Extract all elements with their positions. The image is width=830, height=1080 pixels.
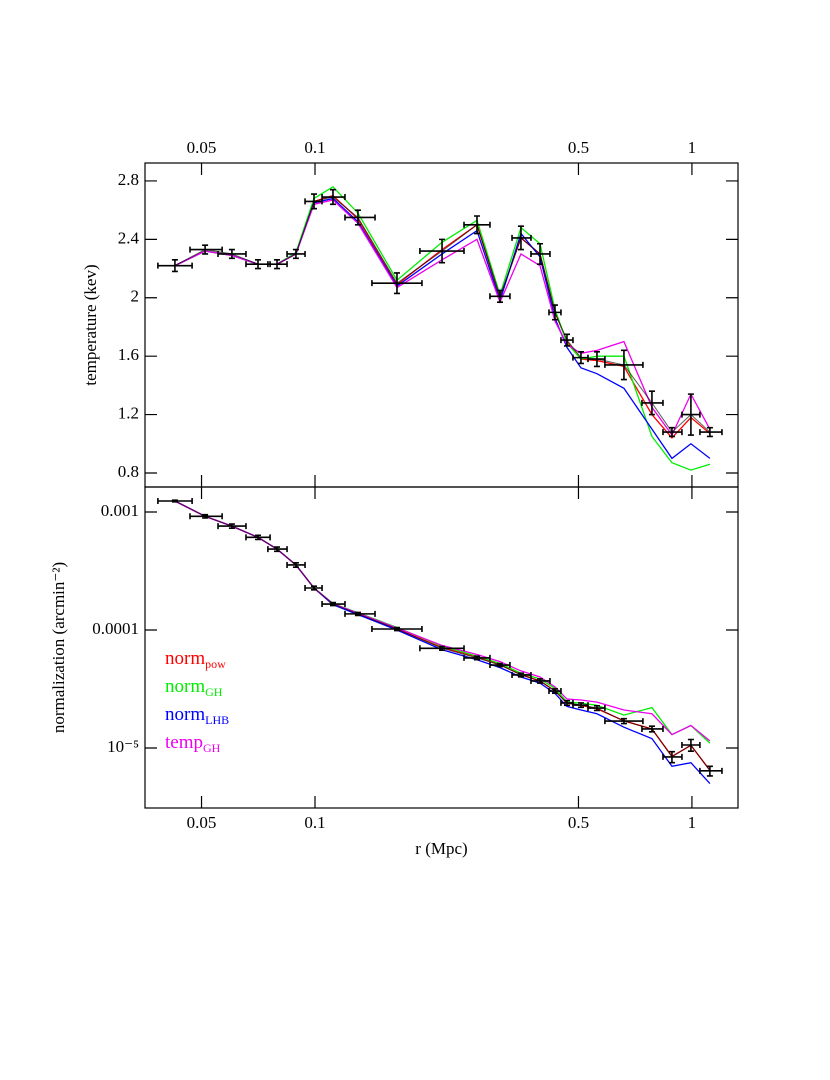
y-axis-label: temperature (kev) bbox=[81, 264, 100, 385]
x-tick-label: 0.5 bbox=[568, 813, 589, 832]
error-bar bbox=[304, 585, 323, 592]
error-bar bbox=[681, 393, 701, 436]
error-bar bbox=[267, 546, 288, 553]
error-bar bbox=[548, 304, 562, 321]
x-tick-label: 0.1 bbox=[304, 813, 325, 832]
x-tick-label: 1 bbox=[688, 138, 697, 157]
y-tick-label: 1.2 bbox=[118, 403, 139, 422]
error-bar bbox=[511, 671, 532, 678]
data-line bbox=[174, 500, 711, 772]
error-bar bbox=[489, 662, 511, 669]
error-bar bbox=[530, 677, 551, 684]
error-bar bbox=[560, 699, 574, 707]
y-axis-label: normalization (arcmin⁻²) bbox=[49, 562, 68, 733]
y-tick-label: 2.8 bbox=[118, 170, 139, 189]
series-line bbox=[174, 500, 711, 784]
error-bar bbox=[560, 333, 574, 347]
legend-name: norm bbox=[165, 648, 205, 669]
legend-entry: normpow bbox=[165, 648, 226, 670]
error-bar bbox=[286, 561, 306, 568]
legend-entry: normGH bbox=[165, 676, 223, 698]
error-bar bbox=[344, 610, 376, 617]
plot-frame bbox=[144, 162, 739, 488]
error-bar bbox=[245, 534, 271, 541]
error-bar bbox=[662, 750, 683, 764]
x-tick-label: 1 bbox=[688, 813, 697, 832]
error-bar bbox=[641, 390, 664, 416]
error-bar bbox=[511, 225, 532, 251]
series-line bbox=[174, 199, 711, 437]
legend-sub: pow bbox=[205, 657, 226, 671]
y-tick-label: 0.8 bbox=[118, 462, 139, 481]
x-tick-label: 0.1 bbox=[304, 138, 325, 157]
error-bar bbox=[189, 244, 223, 255]
y-tick-label: 1.6 bbox=[118, 345, 139, 364]
x-tick-label: 0.05 bbox=[187, 813, 217, 832]
error-bar bbox=[419, 645, 465, 652]
plot-frame bbox=[144, 486, 739, 809]
legend-name: temp bbox=[165, 732, 203, 753]
legend-entry: tempGH bbox=[165, 732, 221, 754]
y-tick-label: 2.4 bbox=[118, 228, 140, 247]
y-tick-label: 10⁻⁵ bbox=[107, 737, 139, 756]
error-bar bbox=[157, 259, 193, 273]
error-bar bbox=[321, 601, 346, 608]
error-bar bbox=[587, 704, 606, 712]
error-bar bbox=[371, 272, 423, 295]
error-bar bbox=[267, 259, 288, 270]
error-bar bbox=[286, 248, 306, 260]
legend-sub: LHB bbox=[205, 713, 229, 727]
error-bar bbox=[604, 717, 644, 725]
error-bar bbox=[157, 498, 193, 505]
error-bar bbox=[572, 350, 589, 365]
error-bar bbox=[530, 242, 551, 265]
error-bar bbox=[463, 215, 491, 235]
error-bar bbox=[641, 725, 664, 733]
error-bar bbox=[189, 513, 223, 520]
error-bar bbox=[419, 238, 465, 264]
y-tick-label: 2 bbox=[131, 287, 140, 306]
error-bar bbox=[548, 688, 562, 695]
legend-name: norm bbox=[165, 704, 205, 725]
legend-name: norm bbox=[165, 676, 205, 697]
error-bar bbox=[304, 193, 323, 210]
error-bar bbox=[371, 625, 423, 632]
error-bar bbox=[489, 289, 511, 303]
y-tick-label: 0.0001 bbox=[92, 619, 139, 638]
error-bar bbox=[699, 765, 723, 777]
error-bar bbox=[587, 350, 606, 368]
error-bar bbox=[604, 349, 644, 381]
error-bar bbox=[463, 654, 491, 661]
legend-sub: GH bbox=[205, 685, 223, 699]
error-bar bbox=[217, 248, 247, 260]
error-bar bbox=[662, 426, 683, 438]
series-line bbox=[174, 194, 711, 439]
y-tick-label: 0.001 bbox=[101, 501, 139, 520]
error-bar bbox=[681, 738, 701, 752]
error-bar bbox=[321, 188, 346, 206]
series-line bbox=[174, 185, 711, 471]
error-bar bbox=[699, 426, 723, 438]
x-tick-label: 0.05 bbox=[187, 138, 217, 157]
x-axis-label: r (Mpc) bbox=[415, 839, 467, 858]
error-bar bbox=[217, 523, 247, 530]
x-tick-label: 0.5 bbox=[568, 138, 589, 157]
legend-sub: GH bbox=[203, 741, 221, 755]
legend-entry: normLHB bbox=[165, 704, 229, 726]
series-line bbox=[174, 197, 711, 460]
error-bar bbox=[344, 209, 376, 226]
